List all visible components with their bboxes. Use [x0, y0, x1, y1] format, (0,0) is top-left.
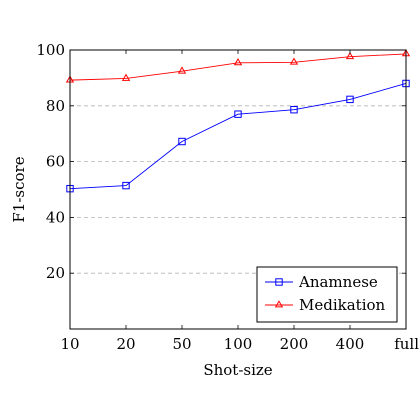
data-point [233, 58, 243, 66]
y-axis-label: F1-score [10, 156, 28, 222]
series-layer [65, 49, 411, 193]
legend-marker [274, 300, 284, 308]
data-point [346, 95, 354, 104]
y-tick-label: 60 [46, 153, 65, 171]
legend-label: Medikation [299, 296, 386, 314]
x-tick-label: 10 [60, 335, 79, 353]
y-tick-label: 20 [46, 264, 65, 282]
legend-marker [275, 278, 283, 286]
x-tick-label: 20 [116, 335, 135, 353]
x-tick-label: 50 [172, 335, 191, 353]
series-line [69, 53, 407, 81]
data-point [178, 137, 186, 146]
grid-lines [70, 105, 406, 274]
y-tick-label: 40 [46, 208, 65, 226]
legend: Anamnese Medikation [256, 266, 398, 323]
legend-item-anamnese: Anamnese [265, 273, 378, 291]
axis-ticks: 20 40 60 80 100 10 20 50 100 200 400 full [36, 41, 419, 353]
series-medikation [65, 49, 411, 83]
series-line [69, 83, 407, 190]
legend-box [256, 266, 398, 323]
legend-item-medikation: Medikation [265, 296, 386, 314]
data-point [289, 57, 299, 65]
x-tick-label: 200 [280, 335, 309, 353]
data-point [290, 106, 298, 114]
data-point [177, 66, 187, 74]
y-tick-label: 100 [36, 41, 65, 59]
data-point [121, 73, 131, 81]
x-tick-label: 100 [224, 335, 253, 353]
data-point [122, 181, 130, 190]
data-point [345, 51, 355, 60]
legend-label: Anamnese [298, 273, 378, 291]
data-point [234, 110, 242, 118]
x-tick-label: full [394, 335, 419, 353]
y-tick-label: 80 [46, 97, 65, 115]
x-axis-label: Shot-size [203, 361, 272, 379]
x-tick-label: 400 [336, 335, 365, 353]
series-anamnese [66, 79, 410, 193]
